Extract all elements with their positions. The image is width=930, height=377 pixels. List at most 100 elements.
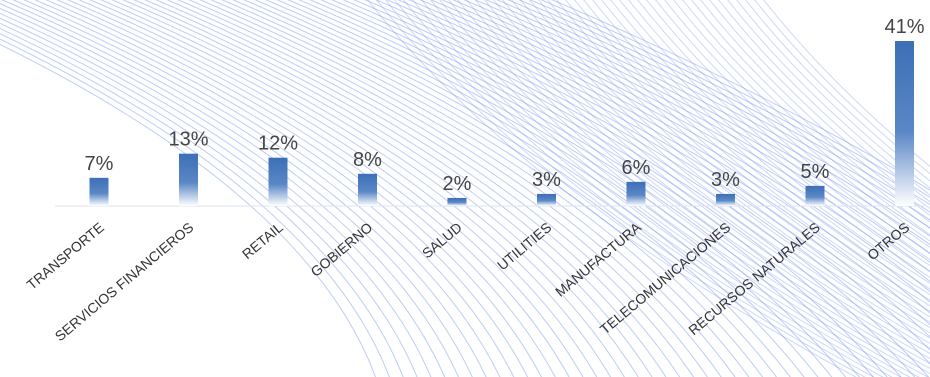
background-line — [23, 0, 529, 377]
background-line — [232, 0, 791, 377]
background-line — [320, 0, 902, 377]
background-line — [529, 0, 930, 206]
x-tick-label: GOBIERNO — [307, 219, 375, 280]
background-line — [254, 0, 819, 377]
background-line — [441, 0, 930, 273]
background-line — [628, 0, 930, 267]
background-line — [111, 0, 639, 377]
background-line — [144, 0, 681, 377]
background-line — [265, 0, 833, 377]
background-line — [386, 0, 930, 326]
background-line — [385, 0, 875, 377]
background-line — [309, 0, 888, 377]
background-line — [177, 0, 722, 377]
background-line — [133, 0, 667, 377]
background-line — [664, 0, 930, 242]
background-line — [412, 0, 902, 377]
background-line — [276, 0, 847, 377]
background-line — [397, 0, 930, 314]
background-line — [574, 0, 930, 301]
background-line — [367, 0, 857, 377]
background-line — [430, 0, 930, 282]
background-line — [691, 0, 930, 223]
background-line — [655, 0, 930, 248]
background-line — [353, 0, 930, 365]
x-tick-label: UTILITIES — [494, 219, 554, 273]
background-line — [736, 0, 930, 189]
data-label: 13% — [168, 129, 208, 151]
background-line — [403, 0, 893, 377]
background-line — [376, 0, 866, 377]
data-label: 3% — [711, 169, 740, 191]
background-line — [646, 0, 930, 255]
background-line — [221, 0, 778, 377]
background-line — [565, 0, 930, 307]
background-line — [466, 0, 930, 365]
background-line — [0, 33, 404, 377]
background-line — [298, 0, 874, 377]
background-line — [547, 0, 930, 318]
background-line — [745, 0, 930, 182]
background-line — [485, 0, 930, 237]
background-line — [601, 0, 930, 284]
background-line — [475, 0, 930, 360]
background-line — [0, 3, 487, 377]
value-labels-group: 7% 13% 12% 8% 2% 3% 6% 3% 5% 41% — [85, 16, 925, 195]
bars-group — [89, 41, 914, 206]
background-line — [484, 0, 930, 355]
bar — [268, 157, 288, 206]
background-line — [457, 0, 930, 370]
background-line — [493, 0, 930, 349]
background-line — [1, 0, 501, 377]
bar — [179, 153, 198, 206]
background-line — [364, 0, 930, 351]
background-line — [763, 0, 930, 168]
background-line — [166, 0, 708, 377]
background-line — [210, 0, 764, 377]
background-line — [375, 0, 930, 338]
background-line — [155, 0, 695, 377]
background-line — [518, 0, 930, 213]
x-tick-label: MANUFACTURA — [552, 219, 644, 300]
background-line — [421, 0, 911, 377]
data-label: 7% — [85, 153, 114, 175]
background-line — [199, 0, 750, 377]
data-label: 41% — [884, 16, 924, 38]
background-line — [394, 0, 884, 377]
bar — [89, 177, 109, 206]
background-line — [0, 12, 459, 377]
data-label: 2% — [443, 173, 472, 195]
data-label: 6% — [622, 157, 651, 179]
background-line — [0, 43, 376, 377]
bar — [537, 193, 556, 206]
background-line — [754, 0, 930, 175]
background-line — [507, 0, 930, 221]
background-line — [718, 0, 930, 203]
data-label: 3% — [532, 169, 561, 191]
background-line — [122, 0, 653, 377]
background-line — [556, 0, 930, 312]
background-line — [502, 0, 930, 344]
background-line — [463, 0, 930, 254]
background-line — [592, 0, 930, 290]
background-line — [474, 0, 930, 246]
x-tick-label: OTROS — [864, 219, 912, 263]
background-line — [511, 0, 930, 339]
background-line — [188, 0, 736, 377]
background-line — [78, 0, 598, 377]
background-line — [67, 0, 584, 377]
x-tick-label: RETAIL — [239, 219, 286, 262]
background-line — [287, 0, 861, 377]
background-line — [0, 7, 473, 377]
background-line — [637, 0, 930, 261]
background-line — [419, 0, 930, 293]
background-line — [452, 0, 930, 263]
bar — [447, 197, 467, 206]
background-line — [448, 0, 930, 374]
background-line — [56, 0, 570, 377]
background-line — [673, 0, 930, 236]
bar — [805, 185, 825, 206]
